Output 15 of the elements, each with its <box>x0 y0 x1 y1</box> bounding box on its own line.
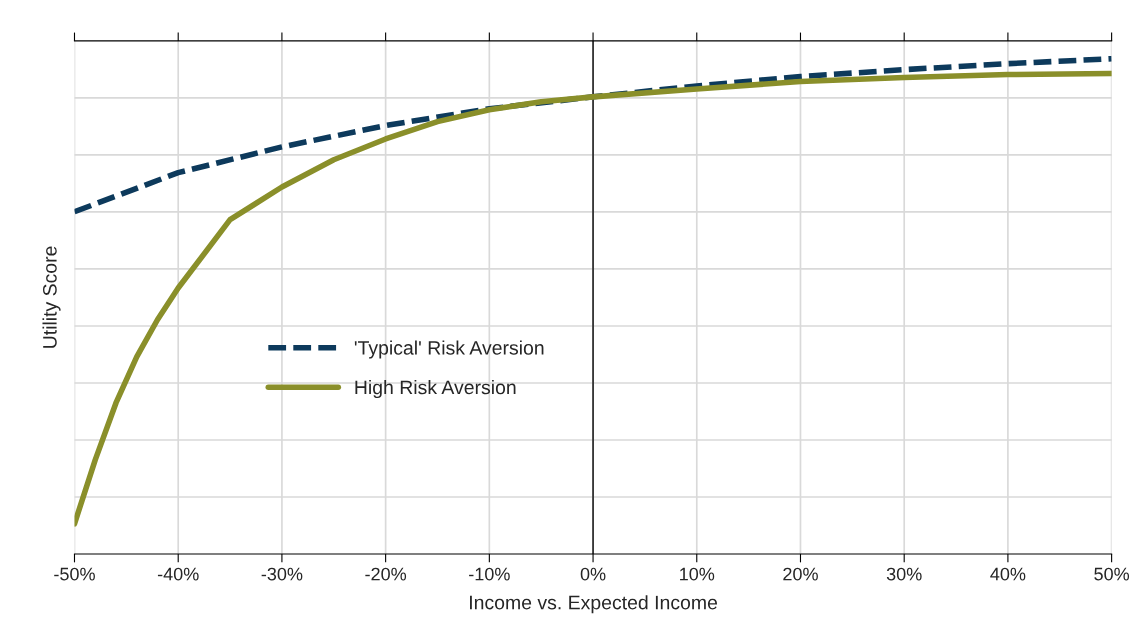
x-tick-label: 50% <box>1094 567 1130 581</box>
legend-label: High Risk Aversion <box>355 379 516 399</box>
x-tick-label: -40% <box>157 567 199 581</box>
x-tick-label: -10% <box>469 567 510 581</box>
x-tick-label: 0% <box>580 567 606 581</box>
x-tick-label: -50% <box>54 567 95 581</box>
x-tick-label: -30% <box>261 567 303 581</box>
x-tick-label: 40% <box>990 567 1026 581</box>
x-tick-label: 30% <box>886 567 922 581</box>
y-axis-title: Utility Score <box>42 246 61 348</box>
x-tick-label: 10% <box>680 567 715 581</box>
legend-label: 'Typical' Risk Aversion <box>354 340 544 359</box>
x-axis-title: Income vs. Expected Income <box>470 595 718 614</box>
x-tick-label: 20% <box>783 567 818 581</box>
x-tick-label: -20% <box>365 567 407 581</box>
